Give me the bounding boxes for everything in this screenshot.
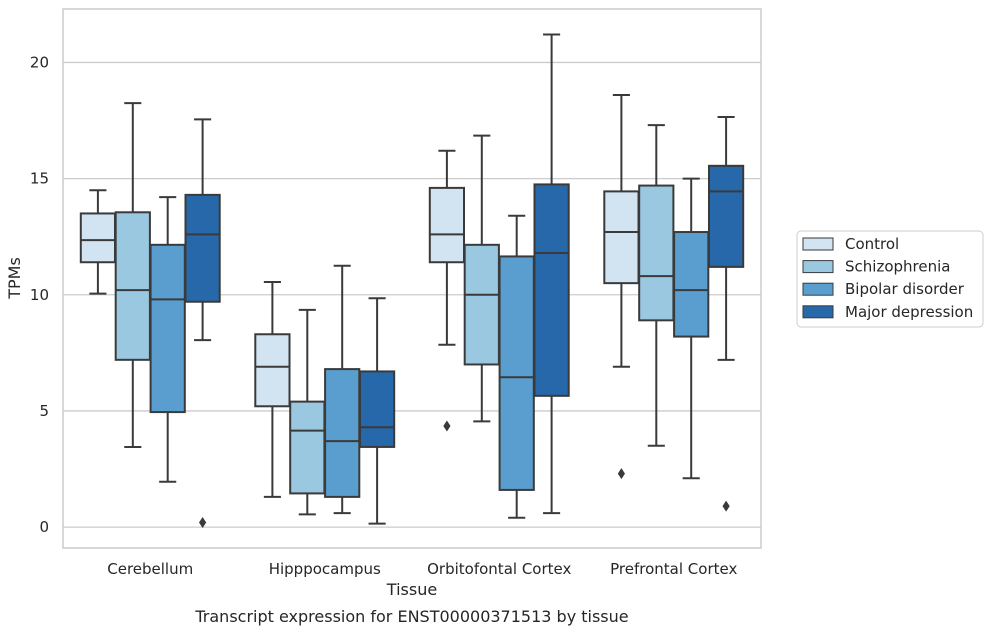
legend-item-label: Schizophrenia bbox=[845, 258, 950, 276]
box-iqr bbox=[79, 212, 117, 264]
box-group bbox=[324, 264, 361, 515]
box-group bbox=[149, 196, 186, 483]
box-iqr bbox=[324, 368, 361, 498]
box-iqr bbox=[603, 190, 640, 285]
box-iqr bbox=[533, 183, 570, 397]
box-group bbox=[114, 102, 151, 448]
x-tick-label: Prefrontal Cortex bbox=[610, 560, 737, 578]
legend-item-label: Control bbox=[845, 235, 899, 253]
y-tick-labels: 0 5 10 15 20 bbox=[30, 53, 49, 536]
legend: Control Schizophrenia Bipolar disorder Majo… bbox=[796, 230, 984, 328]
box-group bbox=[79, 189, 117, 295]
box-iqr bbox=[498, 255, 535, 491]
x-tick-label: Orbitofontal Cortex bbox=[427, 560, 571, 578]
box-plots bbox=[79, 33, 745, 528]
y-axis-label: TPMs bbox=[5, 257, 24, 300]
box-group bbox=[603, 93, 640, 480]
y-tick-label: 15 bbox=[30, 170, 49, 188]
box-group bbox=[463, 134, 500, 423]
box-iqr bbox=[289, 400, 326, 495]
legend-frame bbox=[796, 230, 984, 328]
legend-swatch bbox=[802, 260, 834, 274]
box-group bbox=[289, 308, 326, 516]
box-group bbox=[533, 33, 570, 515]
box-iqr bbox=[184, 193, 221, 303]
box-group bbox=[498, 214, 535, 519]
box-iqr bbox=[463, 243, 500, 366]
legend-item-label: Bipolar disorder bbox=[845, 280, 965, 298]
box-iqr bbox=[638, 184, 675, 322]
y-tick-label: 10 bbox=[30, 286, 49, 304]
box-iqr bbox=[673, 231, 710, 338]
legend-swatch bbox=[802, 237, 834, 251]
box-iqr bbox=[358, 370, 396, 448]
box-group bbox=[638, 124, 675, 447]
box-group bbox=[184, 118, 221, 528]
y-tick-label: 0 bbox=[39, 518, 49, 536]
outlier-marker bbox=[617, 468, 625, 480]
plot-area-frame bbox=[62, 8, 762, 549]
legend-swatch bbox=[802, 282, 834, 296]
x-tick-labels: Cerebellum Hipppocampus Orbitofontal Corte… bbox=[107, 560, 737, 578]
box-iqr bbox=[254, 333, 291, 408]
outlier-marker bbox=[443, 420, 451, 432]
outlier-marker bbox=[722, 500, 730, 512]
legend-item-label: Major depression bbox=[845, 303, 973, 321]
box-iqr bbox=[114, 211, 151, 361]
chart-caption: Transcript expression for ENST0000037151… bbox=[194, 607, 628, 626]
box-group bbox=[358, 297, 396, 525]
box-group bbox=[254, 280, 291, 498]
x-tick-label: Cerebellum bbox=[107, 560, 193, 578]
y-tick-label: 5 bbox=[39, 402, 49, 420]
box-group bbox=[673, 177, 710, 480]
y-tick-label: 20 bbox=[30, 53, 49, 71]
legend-swatch bbox=[802, 305, 834, 319]
box-iqr bbox=[149, 243, 186, 414]
box-group bbox=[428, 149, 466, 432]
box-group bbox=[707, 116, 745, 512]
outlier-marker bbox=[199, 516, 207, 528]
box-iqr bbox=[428, 186, 466, 264]
x-tick-label: Hipppocampus bbox=[269, 560, 381, 578]
x-axis-label: Tissue bbox=[386, 580, 437, 599]
box-iqr bbox=[707, 164, 745, 268]
